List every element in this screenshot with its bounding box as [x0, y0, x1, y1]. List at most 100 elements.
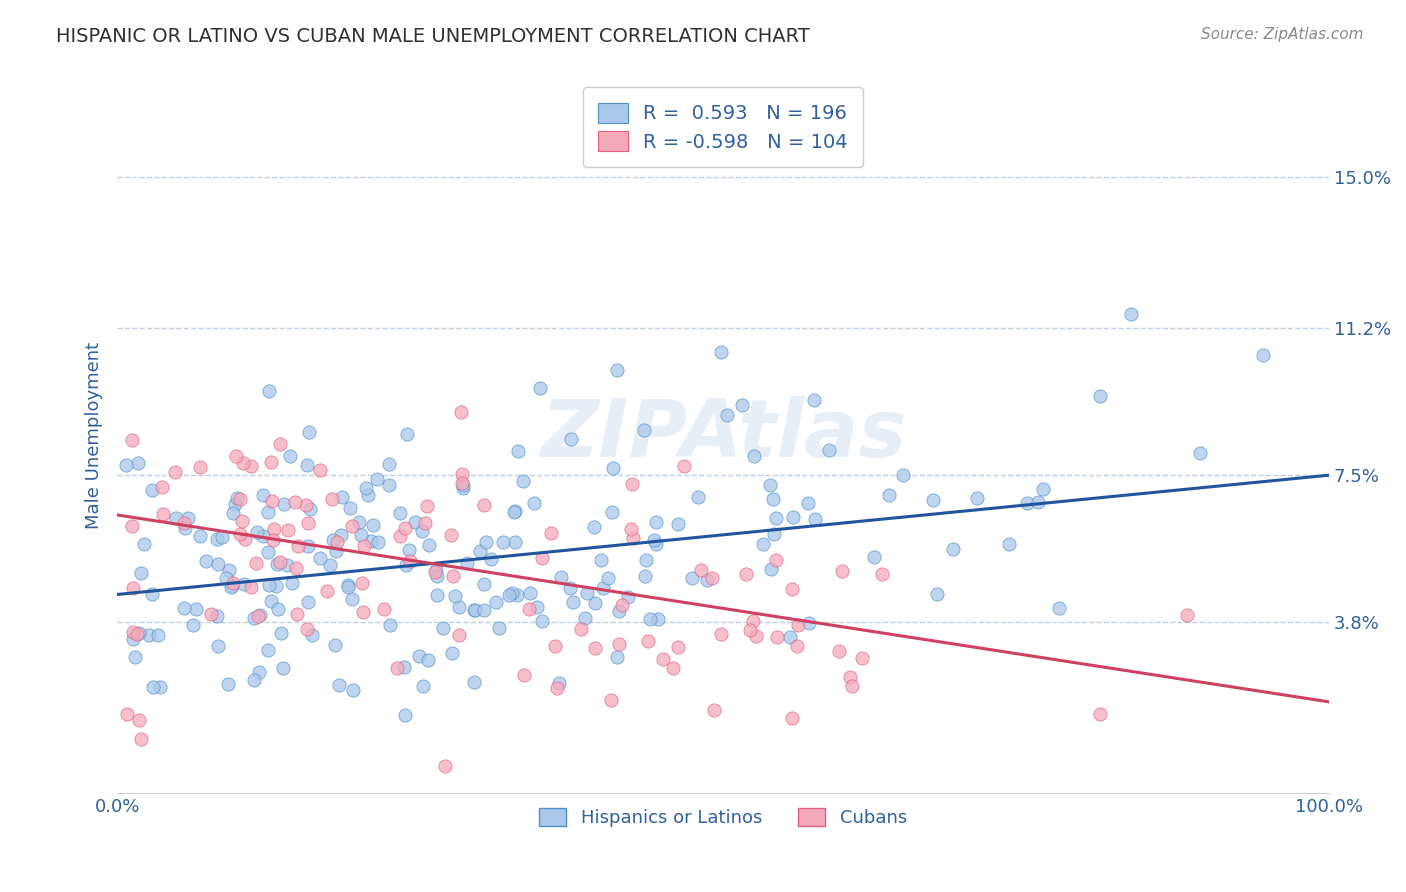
- Point: [127, 456, 149, 470]
- Point: [606, 649, 628, 664]
- Point: [716, 409, 738, 423]
- Point: [558, 581, 581, 595]
- Point: [607, 604, 630, 618]
- Point: [666, 640, 689, 655]
- Point: [799, 615, 821, 630]
- Point: [550, 569, 572, 583]
- Point: [1047, 601, 1070, 615]
- Point: [149, 680, 172, 694]
- Point: [284, 561, 307, 575]
- Point: [762, 492, 785, 507]
- Point: [503, 505, 526, 519]
- Point: [463, 603, 485, 617]
- Point: [141, 483, 163, 498]
- Point: [765, 553, 787, 567]
- Point: [173, 601, 195, 615]
- Point: [440, 528, 463, 542]
- Point: [284, 494, 307, 508]
- Point: [142, 680, 165, 694]
- Point: [173, 521, 195, 535]
- Point: [325, 535, 347, 549]
- Point: [519, 585, 541, 599]
- Point: [546, 681, 568, 695]
- Point: [222, 576, 245, 591]
- Point: [129, 732, 152, 747]
- Point: [666, 517, 689, 532]
- Point: [221, 579, 243, 593]
- Point: [519, 602, 541, 616]
- Point: [686, 490, 709, 504]
- Point: [246, 609, 269, 624]
- Point: [1015, 496, 1038, 510]
- Point: [246, 524, 269, 539]
- Point: [710, 344, 733, 359]
- Point: [229, 526, 252, 541]
- Point: [260, 455, 283, 469]
- Point: [152, 507, 174, 521]
- Point: [252, 488, 274, 502]
- Point: [456, 556, 478, 570]
- Point: [285, 607, 308, 621]
- Point: [433, 758, 456, 772]
- Point: [966, 491, 988, 505]
- Point: [287, 539, 309, 553]
- Point: [426, 568, 449, 582]
- Point: [529, 381, 551, 395]
- Point: [240, 458, 263, 473]
- Point: [426, 588, 449, 602]
- Point: [357, 488, 380, 502]
- Point: [786, 640, 808, 654]
- Point: [264, 579, 287, 593]
- Point: [617, 590, 640, 604]
- Point: [851, 651, 873, 665]
- Point: [257, 577, 280, 591]
- Point: [411, 524, 433, 538]
- Point: [891, 467, 914, 482]
- Point: [396, 426, 419, 441]
- Point: [828, 644, 851, 658]
- Point: [309, 463, 332, 477]
- Point: [485, 595, 508, 609]
- Y-axis label: Male Unemployment: Male Unemployment: [86, 342, 103, 529]
- Point: [412, 679, 434, 693]
- Point: [474, 577, 496, 591]
- Point: [336, 580, 359, 594]
- Point: [328, 678, 350, 692]
- Point: [922, 493, 945, 508]
- Point: [731, 397, 754, 411]
- Point: [339, 500, 361, 515]
- Point: [229, 491, 252, 506]
- Point: [207, 557, 229, 571]
- Point: [222, 506, 245, 520]
- Point: [225, 491, 247, 505]
- Point: [423, 565, 446, 579]
- Point: [366, 472, 388, 486]
- Point: [267, 601, 290, 615]
- Point: [787, 618, 810, 632]
- Point: [863, 550, 886, 565]
- Point: [425, 563, 447, 577]
- Point: [350, 528, 373, 542]
- Point: [114, 458, 136, 472]
- Point: [243, 611, 266, 625]
- Point: [269, 437, 291, 451]
- Point: [831, 564, 853, 578]
- Point: [602, 461, 624, 475]
- Point: [263, 522, 285, 536]
- Point: [416, 652, 439, 666]
- Point: [233, 577, 256, 591]
- Point: [589, 553, 612, 567]
- Point: [681, 571, 703, 585]
- Point: [645, 515, 668, 529]
- Point: [280, 575, 302, 590]
- Point: [696, 574, 718, 588]
- Point: [247, 665, 270, 679]
- Point: [301, 628, 323, 642]
- Point: [782, 510, 804, 524]
- Point: [270, 626, 292, 640]
- Point: [451, 478, 474, 492]
- Point: [416, 500, 439, 514]
- Point: [740, 623, 762, 637]
- Point: [134, 536, 156, 550]
- Point: [596, 571, 619, 585]
